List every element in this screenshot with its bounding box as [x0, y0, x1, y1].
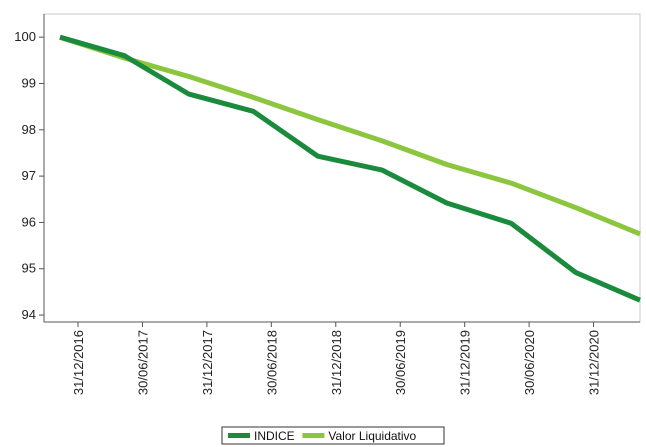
y-tick-label: 98: [22, 122, 36, 137]
y-tick-label: 96: [22, 214, 36, 229]
y-axis: 94 95 96 97 98 99 100: [14, 29, 44, 322]
y-tick-label: 95: [22, 261, 36, 276]
x-tick-label: 31/12/2016: [71, 330, 86, 395]
x-tick-label: 31/12/2020: [587, 330, 602, 395]
y-tick-label: 100: [14, 29, 36, 44]
series-layer: [59, 34, 641, 303]
series-line-indice: [59, 34, 641, 303]
x-tick-label: 31/12/2019: [458, 330, 473, 395]
legend: INDICE Valor Liquidativo: [221, 426, 445, 445]
x-tick-label: 30/06/2019: [393, 330, 408, 395]
y-tick-label: 97: [22, 168, 36, 183]
x-tick-label: 31/12/2018: [329, 330, 344, 395]
legend-label: INDICE: [254, 429, 295, 443]
x-tick-label: 30/06/2020: [522, 330, 537, 395]
x-tick-label: 30/06/2017: [135, 330, 150, 395]
y-tick-label: 94: [22, 307, 36, 322]
legend-box: [221, 426, 445, 445]
x-tick-label: 30/06/2018: [264, 330, 279, 395]
series-line-valor-liquidativo: [59, 34, 641, 237]
y-tick-label: 99: [22, 75, 36, 90]
legend-label: Valor Liquidativo: [328, 429, 416, 443]
x-tick-label: 31/12/2017: [200, 330, 215, 395]
x-axis: 31/12/2016 30/06/2017 31/12/2017 30/06/2018…: [71, 322, 602, 395]
